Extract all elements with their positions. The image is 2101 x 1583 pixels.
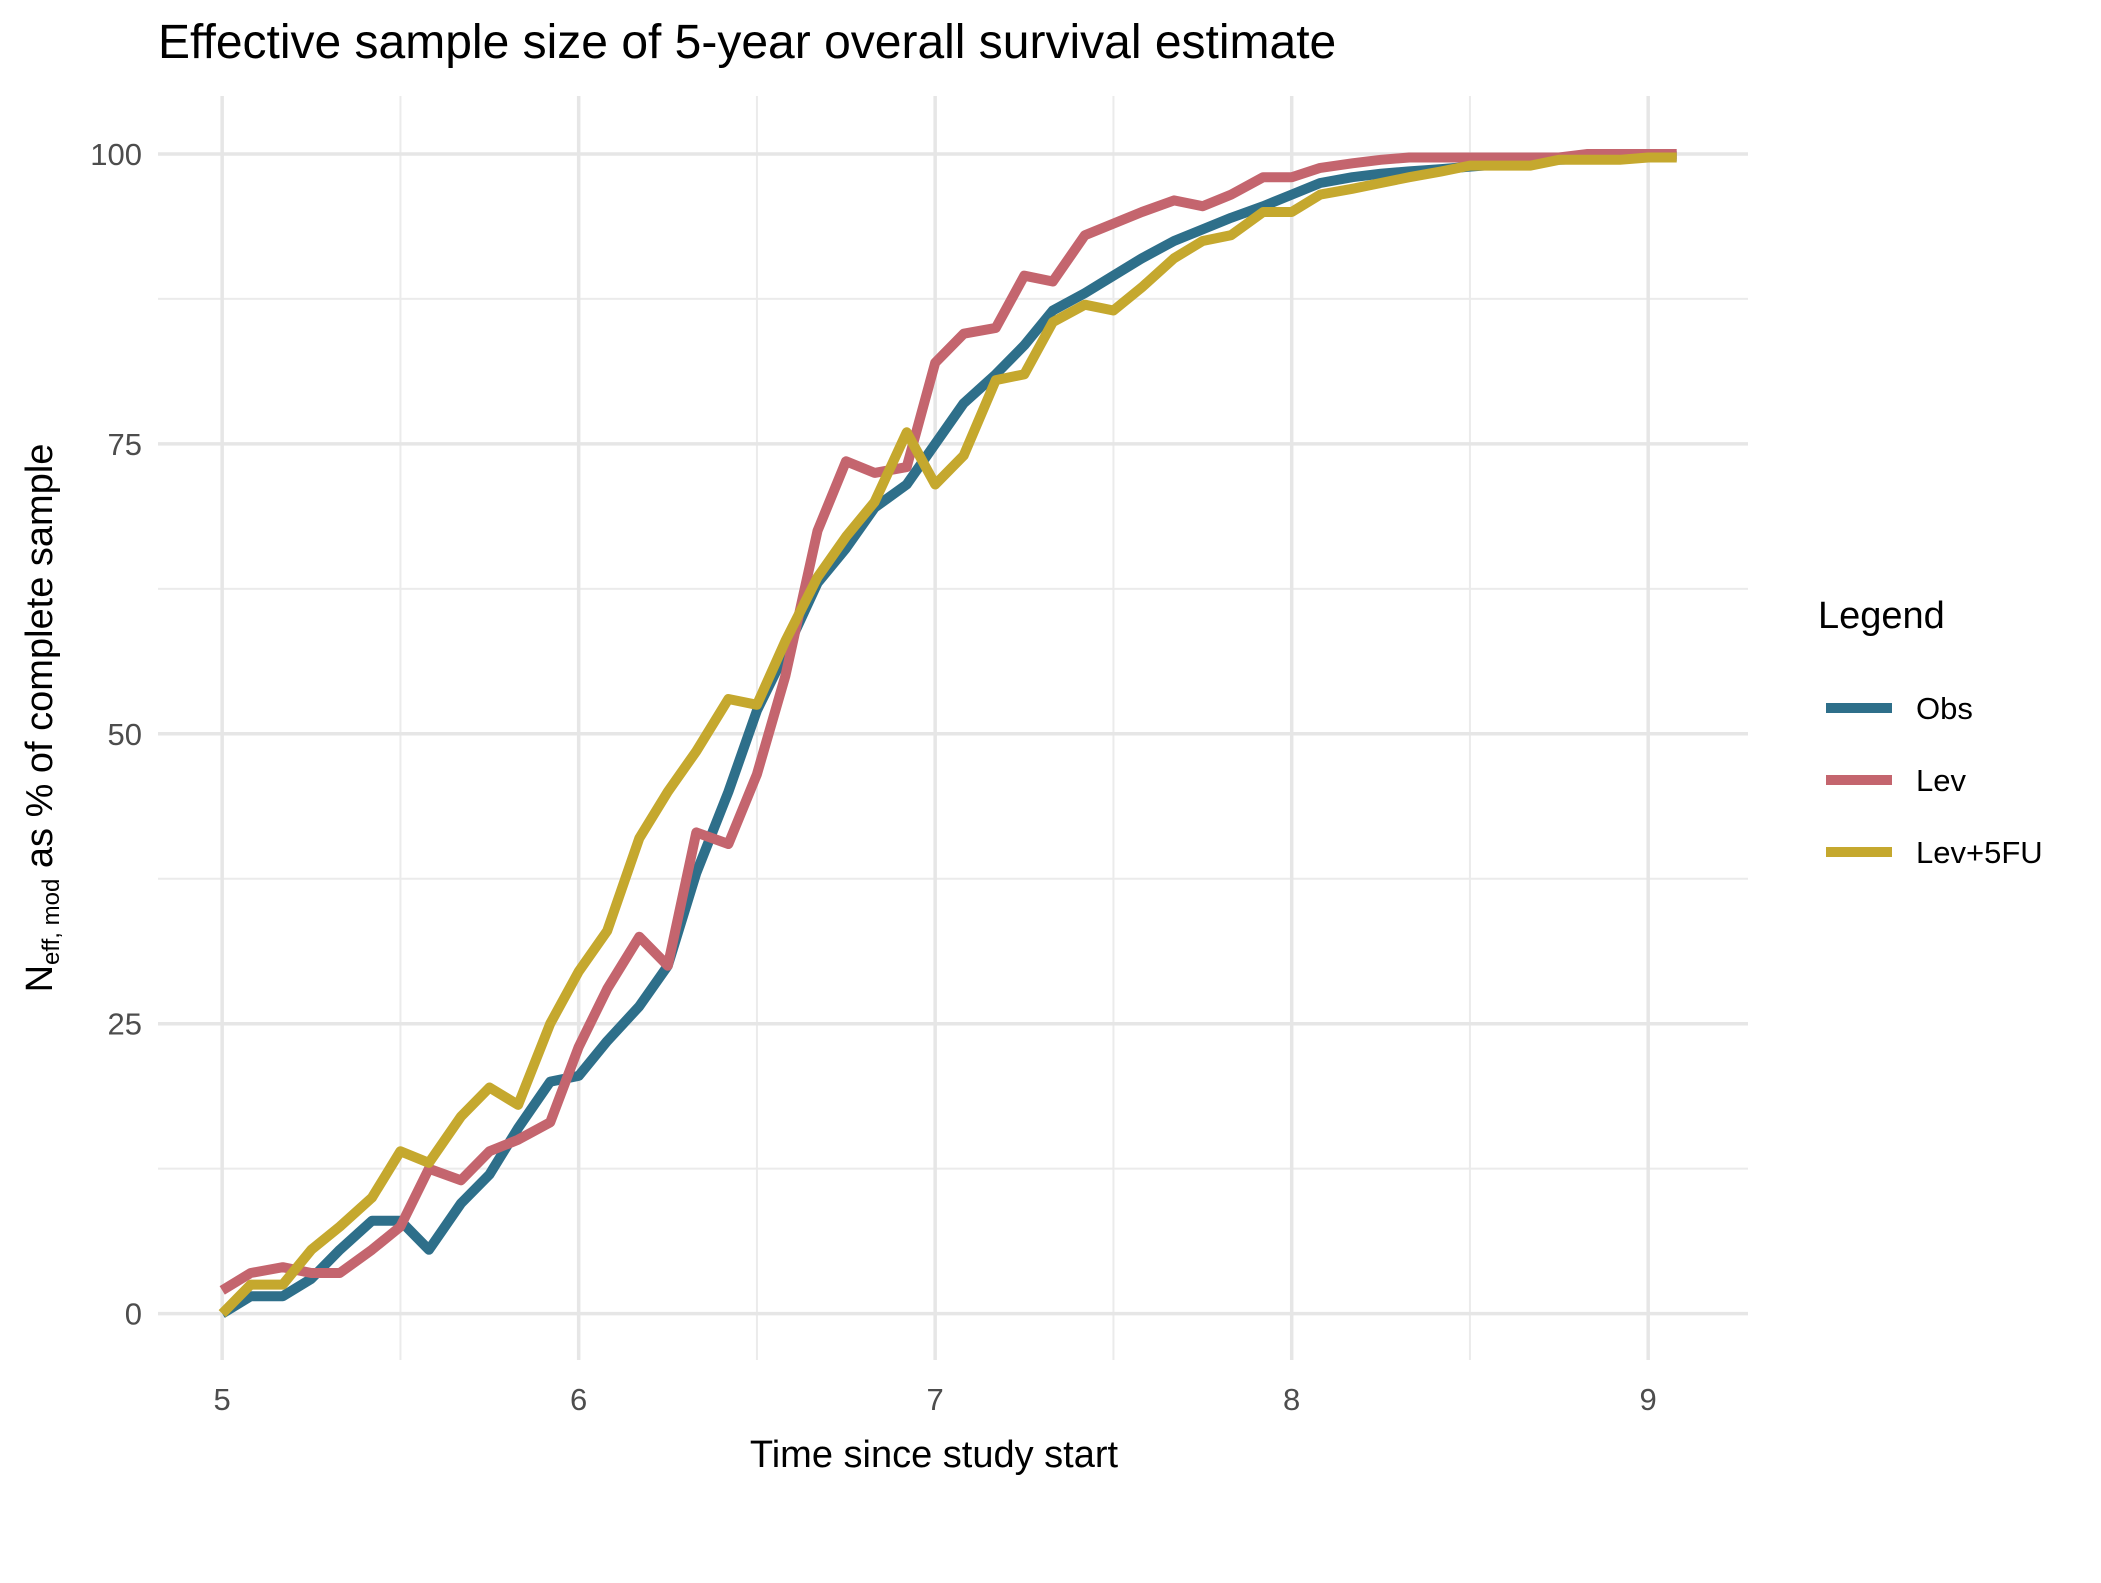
x-tick-label: 6 [570, 1382, 587, 1417]
y-tick-label: 25 [108, 1007, 142, 1042]
legend-label-lev: Lev [1916, 763, 1966, 798]
series-layer [218, 149, 1677, 1318]
y-axis-title-rest: as % of complete sample [19, 444, 61, 879]
grid [158, 96, 1748, 1360]
x-axis-title: Time since study start [750, 1434, 1119, 1476]
y-tick-label: 100 [90, 137, 142, 172]
y-tick-label: 0 [125, 1297, 142, 1332]
x-tick-label: 9 [1640, 1382, 1657, 1417]
legend-label-obs: Obs [1916, 691, 1973, 726]
y-axis-title: Neff, mod as % of complete sample [19, 444, 65, 993]
legend-title: Legend [1818, 595, 1945, 637]
x-tick-label: 7 [927, 1382, 944, 1417]
y-axis-title-main: N [19, 965, 61, 992]
legend-items: Obs Lev Lev+5FU [1826, 691, 2043, 870]
y-axis-title-subscript: eff, mod [38, 879, 65, 965]
x-tick-label: 8 [1283, 1382, 1300, 1417]
series-line-lev-5fu [218, 152, 1677, 1318]
y-tick-labels: 0 25 50 75 100 [90, 137, 142, 1332]
y-tick-label: 75 [108, 427, 142, 462]
legend-label-lev-5fu: Lev+5FU [1916, 835, 2043, 870]
y-tick-label: 50 [108, 717, 142, 752]
legend: Legend Obs Lev Lev+5FU [1818, 595, 2043, 870]
x-tick-label: 5 [214, 1382, 231, 1417]
x-tick-labels: 5 6 7 8 9 [214, 1382, 1657, 1417]
chart-title: Effective sample size of 5-year overall … [158, 16, 1336, 69]
series-line-lev [219, 149, 1677, 1295]
